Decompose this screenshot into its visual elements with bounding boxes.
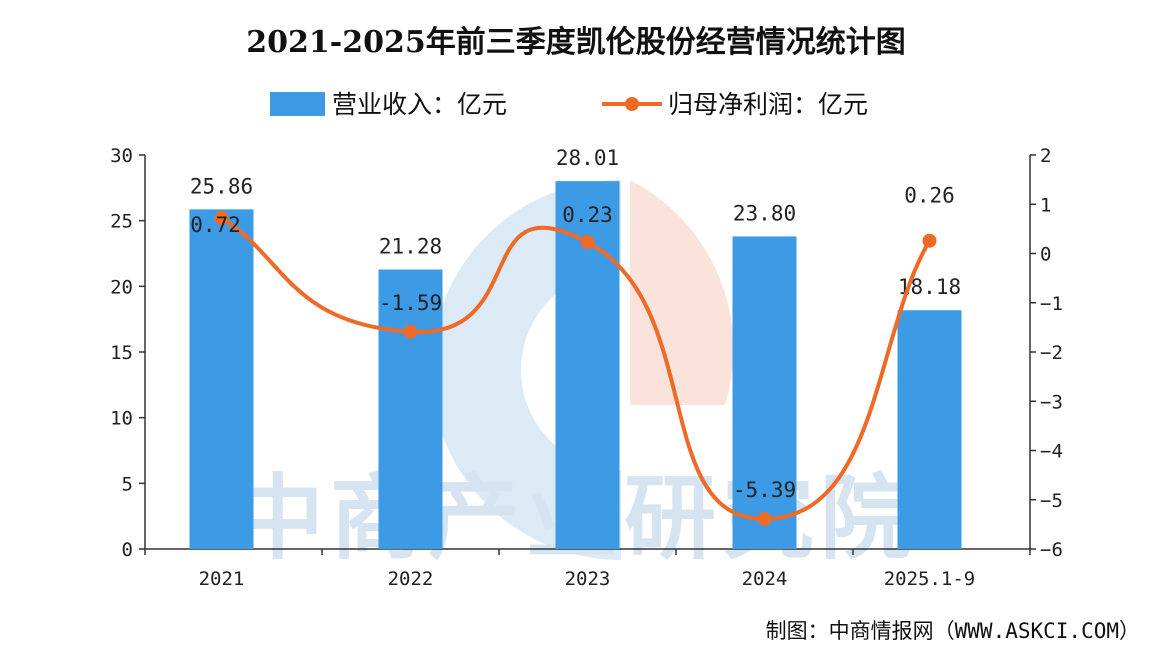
- line-path: [220, 216, 932, 521]
- line-label-2025.1-9: 0.26: [904, 184, 955, 208]
- left-tick-label: 10: [110, 408, 133, 430]
- line-point-2023: [580, 235, 595, 250]
- right-tick-label: −2: [1040, 342, 1063, 364]
- line-point-2024: [757, 511, 772, 526]
- legend: 营业收入：亿元 归母净利润：亿元: [270, 90, 868, 119]
- line-data-labels: 0.72 -1.59 0.23 -5.39 0.26: [190, 184, 955, 502]
- right-tick-label: −6: [1040, 539, 1063, 561]
- right-tick-label: 2: [1040, 145, 1051, 167]
- bar-label-2023: 28.01: [556, 146, 619, 170]
- right-tick-label: 1: [1040, 194, 1051, 216]
- line-point-2025.1-9: [922, 233, 937, 248]
- right-tick-label: 0: [1040, 244, 1051, 266]
- legend-line-marker: [625, 97, 639, 111]
- left-tick-label: 5: [122, 473, 133, 495]
- left-tick-label: 15: [110, 342, 133, 364]
- legend-bar-label: 营业收入：亿元: [332, 90, 507, 119]
- line-series: [214, 211, 937, 526]
- x-tick-label: 2021: [199, 568, 245, 590]
- x-tick-label: 2023: [565, 568, 611, 590]
- bar-label-2024: 23.80: [733, 201, 796, 225]
- chart-title: 2021-2025年前三季度凯伦股份经营情况统计图: [246, 25, 905, 60]
- bar-label-2021: 25.86: [190, 174, 253, 198]
- left-tick-label: 20: [110, 276, 133, 298]
- right-tick-label: −1: [1040, 293, 1063, 315]
- bar-2021: [189, 209, 254, 549]
- legend-bar-swatch: [270, 92, 325, 116]
- left-axis-ticks: 0 5 10 15 20 25 30: [110, 145, 145, 561]
- right-tick-label: −4: [1040, 441, 1063, 463]
- bar-series: [189, 181, 962, 550]
- right-tick-label: −5: [1040, 490, 1063, 512]
- source-text: 制图：中商情报网（WWW.ASKCI.COM）: [766, 619, 1140, 643]
- bar-2024: [732, 236, 797, 549]
- bar-2022: [378, 269, 443, 549]
- right-tick-label: −3: [1040, 391, 1063, 413]
- left-tick-label: 25: [110, 211, 133, 233]
- x-tick-label: 2025.1-9: [884, 568, 976, 590]
- left-tick-label: 0: [122, 539, 133, 561]
- line-label-2022: -1.59: [379, 291, 442, 315]
- legend-line-label: 归母净利润：亿元: [668, 90, 868, 119]
- line-point-2021: [214, 211, 229, 226]
- line-label-2021: 0.72: [190, 213, 241, 237]
- left-tick-label: 30: [110, 145, 133, 167]
- line-label-2023: 0.23: [562, 203, 613, 227]
- line-label-2024: -5.39: [733, 478, 796, 502]
- x-tick-label: 2022: [388, 568, 434, 590]
- right-axis-ticks: −6 −5 −4 −3 −2 −1 0 1 2: [1030, 145, 1063, 561]
- bar-label-2022: 21.28: [379, 235, 442, 259]
- x-axis-ticks: 2021 2022 2023 2024 2025.1-9: [144, 549, 1031, 590]
- x-tick-label: 2024: [742, 568, 788, 590]
- line-point-2022: [403, 324, 418, 339]
- bar-2025.1-9: [897, 310, 962, 549]
